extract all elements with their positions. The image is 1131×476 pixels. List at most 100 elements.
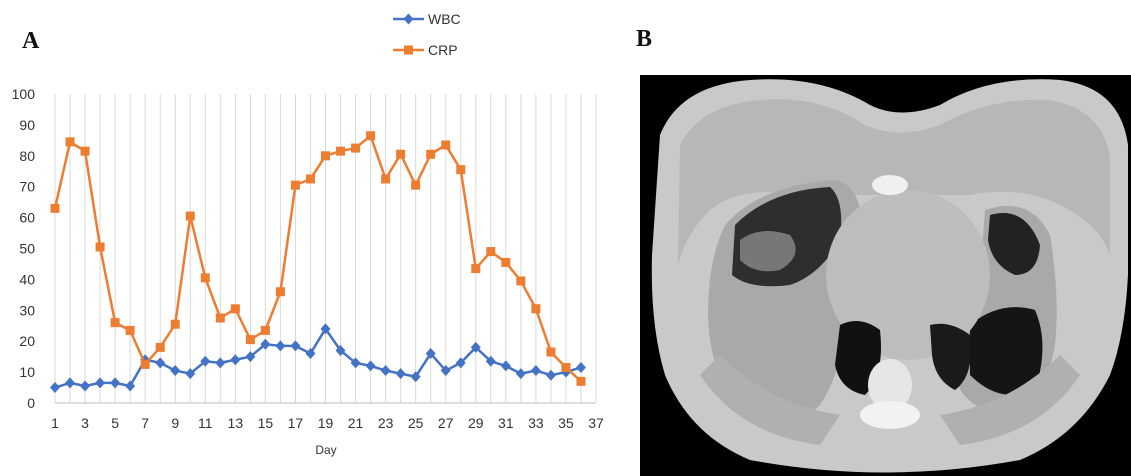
data-point-wbc xyxy=(260,338,271,350)
x-tick-label: 21 xyxy=(348,415,364,431)
x-tick-label: 31 xyxy=(498,415,514,431)
data-point-crp xyxy=(185,211,195,221)
data-point-wbc xyxy=(320,323,331,335)
data-point-wbc xyxy=(575,361,586,373)
data-point-wbc xyxy=(530,365,541,377)
data-point-crp xyxy=(471,264,481,274)
data-point-crp xyxy=(140,359,150,369)
data-point-wbc xyxy=(365,360,376,372)
data-point-wbc xyxy=(230,354,241,366)
x-tick-label: 7 xyxy=(141,415,149,431)
x-tick-label: 9 xyxy=(171,415,179,431)
data-point-crp xyxy=(576,376,586,386)
data-point-crp xyxy=(275,287,285,297)
x-tick-label: 33 xyxy=(528,415,544,431)
data-point-wbc xyxy=(245,351,256,363)
y-tick-label: 0 xyxy=(27,395,35,411)
panel-label-a: A xyxy=(22,28,40,54)
data-point-crp xyxy=(230,304,240,314)
data-point-wbc xyxy=(170,365,181,377)
data-point-wbc xyxy=(185,368,196,380)
x-tick-label: 15 xyxy=(258,415,274,431)
data-point-wbc xyxy=(470,341,481,353)
y-tick-label: 90 xyxy=(19,117,35,133)
data-point-crp xyxy=(426,149,436,159)
y-tick-label: 60 xyxy=(19,210,35,226)
x-tick-label: 17 xyxy=(288,415,304,431)
data-point-wbc xyxy=(500,360,511,372)
data-point-crp xyxy=(155,342,165,352)
data-point-wbc xyxy=(290,340,301,352)
data-point-crp xyxy=(290,180,300,190)
y-tick-label: 20 xyxy=(19,333,35,349)
data-point-wbc xyxy=(95,377,106,389)
data-point-crp xyxy=(411,180,421,190)
data-point-wbc xyxy=(515,368,526,380)
data-point-wbc xyxy=(215,357,226,369)
data-point-wbc xyxy=(485,355,496,367)
data-point-crp xyxy=(170,319,180,329)
data-point-wbc xyxy=(200,355,211,367)
x-axis-title: Day xyxy=(315,443,336,457)
data-point-crp xyxy=(50,203,60,213)
data-point-crp xyxy=(456,165,466,175)
y-tick-label: 40 xyxy=(19,271,35,287)
x-tick-label: 5 xyxy=(111,415,119,431)
y-tick-label: 10 xyxy=(19,364,35,380)
data-point-crp xyxy=(80,146,90,156)
data-point-wbc xyxy=(275,340,286,352)
x-tick-label: 35 xyxy=(558,415,574,431)
data-point-crp xyxy=(321,151,330,161)
data-point-crp xyxy=(215,313,225,323)
legend-marker-crp xyxy=(404,45,413,55)
x-tick-label: 1 xyxy=(51,415,59,431)
data-point-crp xyxy=(95,242,105,252)
data-point-crp xyxy=(486,247,496,257)
data-point-crp xyxy=(125,325,135,335)
y-tick-label: 80 xyxy=(19,148,35,164)
x-tick-label: 13 xyxy=(228,415,244,431)
x-tick-label: 29 xyxy=(468,415,484,431)
data-point-wbc xyxy=(80,380,91,392)
y-tick-label: 50 xyxy=(19,241,35,257)
data-point-crp xyxy=(516,276,526,286)
y-tick-label: 30 xyxy=(19,302,35,318)
y-tick-label: 70 xyxy=(19,179,35,195)
data-point-crp xyxy=(200,273,210,283)
x-tick-label: 37 xyxy=(588,415,604,431)
data-point-wbc xyxy=(350,357,361,369)
data-point-crp xyxy=(441,140,451,150)
data-point-wbc xyxy=(440,365,451,377)
data-point-crp xyxy=(531,304,541,314)
data-point-wbc xyxy=(155,357,166,369)
data-point-wbc xyxy=(545,369,556,381)
data-point-crp xyxy=(336,146,346,156)
data-point-wbc xyxy=(335,344,346,356)
data-point-wbc xyxy=(410,371,421,383)
data-point-crp xyxy=(366,131,376,141)
x-tick-label: 27 xyxy=(438,415,454,431)
data-point-crp xyxy=(305,174,315,184)
data-point-crp xyxy=(561,362,571,372)
data-point-wbc xyxy=(125,380,136,392)
data-point-wbc xyxy=(395,368,406,380)
data-point-crp xyxy=(260,325,270,335)
x-tick-label: 11 xyxy=(198,415,213,431)
data-point-wbc xyxy=(305,348,316,360)
data-point-crp xyxy=(381,174,391,184)
legend-label-wbc: WBC xyxy=(428,11,461,27)
panel-label-b: B xyxy=(636,26,653,52)
ct-scan-image xyxy=(640,75,1131,476)
x-tick-label: 3 xyxy=(81,415,89,431)
x-tick-label: 25 xyxy=(408,415,424,431)
data-point-wbc xyxy=(65,377,76,389)
legend-marker-wbc xyxy=(403,13,414,25)
data-point-crp xyxy=(65,137,75,147)
data-point-crp xyxy=(396,149,406,159)
data-point-wbc xyxy=(110,377,121,389)
data-point-wbc xyxy=(50,382,60,394)
data-point-crp xyxy=(351,143,361,153)
legend-label-crp: CRP xyxy=(428,42,458,58)
x-tick-label: 19 xyxy=(318,415,334,431)
